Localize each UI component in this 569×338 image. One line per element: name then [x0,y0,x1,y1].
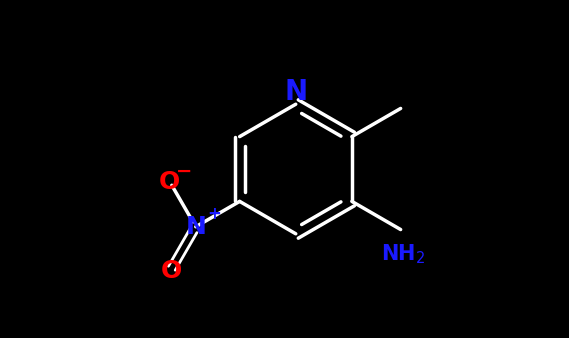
Text: N: N [284,78,307,106]
Text: O: O [158,170,180,194]
Text: O: O [161,259,183,283]
Text: NH$_2$: NH$_2$ [381,242,426,266]
Text: N: N [185,215,206,239]
Text: +: + [207,206,221,223]
Text: −: − [176,162,192,181]
